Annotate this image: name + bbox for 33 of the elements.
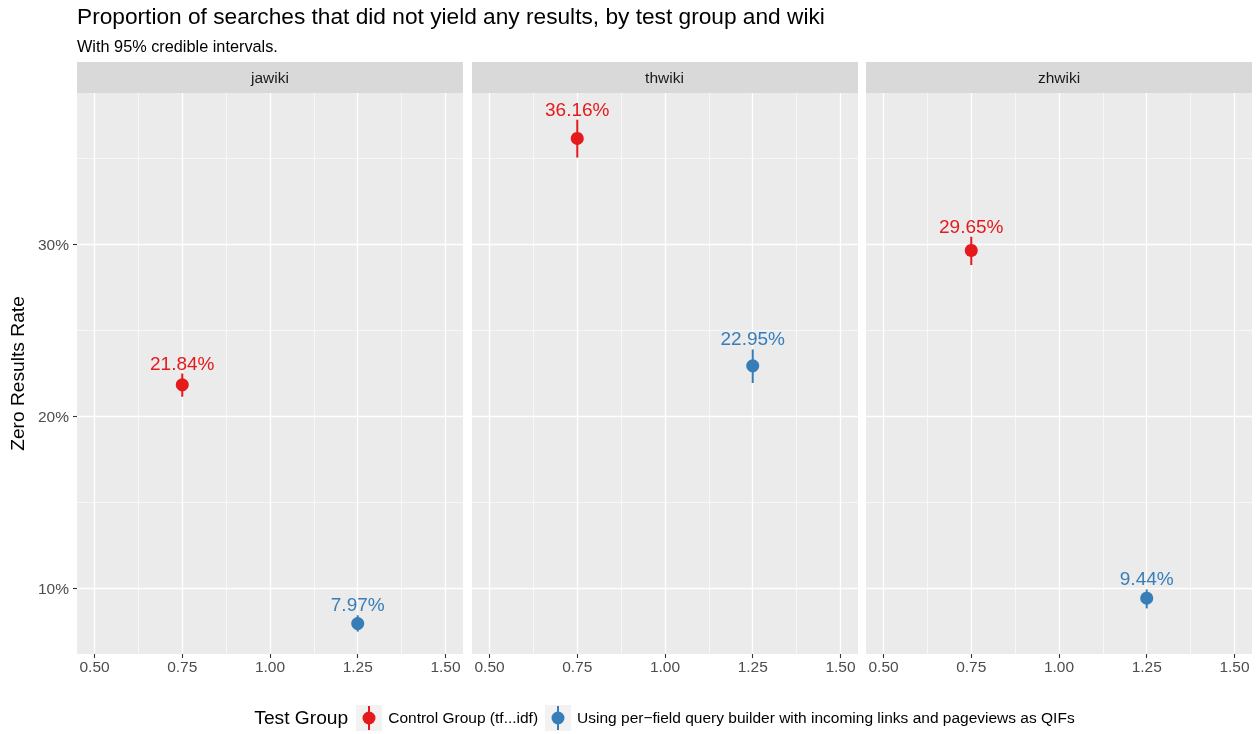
chart-subtitle: With 95% credible intervals.	[77, 37, 278, 56]
y-tick-label: 30%	[37, 235, 70, 253]
data-label: 22.95%	[720, 328, 785, 350]
legend-label: Using per−field query builder with incoming links and pageviews as QIFs	[577, 709, 1075, 727]
chart-title: Proportion of searches that did not yield any results, by test group and wiki	[77, 3, 825, 30]
data-label: 7.97%	[330, 594, 385, 616]
text: thwiki	[645, 68, 684, 87]
y-tick-label: 20%	[37, 408, 70, 426]
x-tick-label: 1.50	[824, 657, 856, 675]
data-label: 21.84%	[150, 352, 215, 374]
x-tick-label: 0.75	[561, 657, 592, 675]
x-tick-label: 0.50	[473, 657, 505, 675]
x-tick-label: 0.75	[956, 657, 987, 675]
x-tick-label: 0.50	[79, 657, 111, 675]
legend-label: Control Group (tf...idf)	[388, 709, 539, 727]
x-tick-label: 1.00	[254, 657, 286, 675]
x-tick-label: 1.25	[342, 657, 373, 675]
y-axis-title: Zero Results Rate	[7, 296, 29, 451]
x-tick-label: 0.75	[167, 657, 198, 675]
legend-title: Test Group	[254, 707, 349, 729]
x-tick-label: 1.50	[430, 657, 461, 675]
x-tick-label: 0.50	[868, 657, 900, 675]
x-tick-label: 1.25	[737, 657, 768, 675]
data-label: 36.16%	[544, 98, 610, 120]
y-tick-label: 10%	[37, 580, 70, 598]
x-tick-label: 1.25	[1131, 657, 1162, 675]
x-tick-label: 1.50	[1219, 657, 1250, 675]
data-label: 29.65%	[939, 215, 1004, 237]
text: jawiki	[251, 68, 289, 87]
text: zhwiki	[1037, 68, 1081, 87]
x-tick-label: 1.00	[649, 657, 680, 675]
data-label: 9.44%	[1119, 568, 1174, 590]
x-tick-label: 1.00	[1043, 657, 1075, 675]
